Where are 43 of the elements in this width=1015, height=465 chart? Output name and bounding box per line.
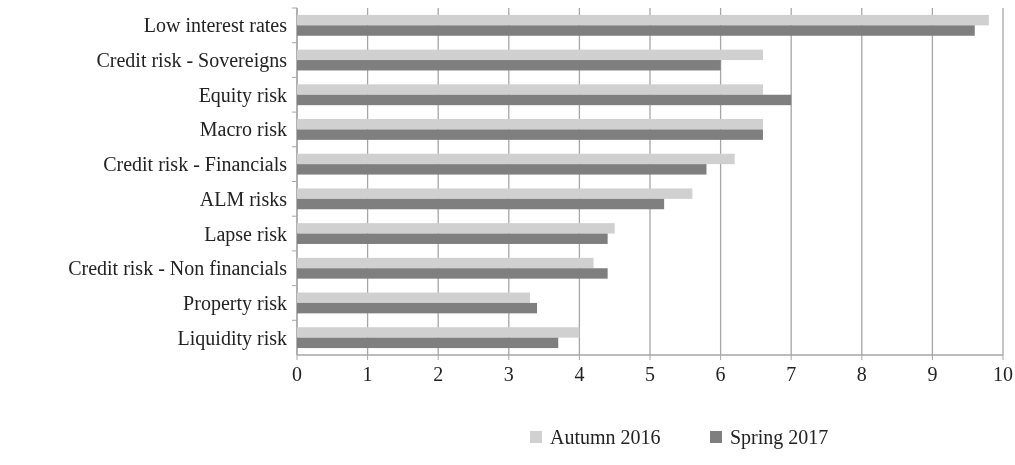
bar: [297, 292, 530, 303]
x-tick-label: 0: [292, 363, 302, 385]
y-tick-label: Credit risk - Non financials: [68, 257, 288, 280]
x-tick-label: 7: [786, 363, 797, 385]
bar: [297, 257, 594, 269]
bar: [297, 14, 989, 26]
bar: [297, 233, 608, 244]
y-tick-label: Low interest rates: [143, 14, 288, 37]
bar: [297, 327, 580, 338]
bar: [297, 49, 763, 61]
x-tick-label: 9: [927, 363, 938, 385]
bar: [297, 268, 608, 279]
bar: [297, 60, 721, 71]
bar: [297, 84, 763, 95]
x-tick-label: 6: [715, 363, 726, 385]
bar: [297, 129, 763, 140]
y-tick-label: Credit risk - Sovereigns: [96, 49, 288, 73]
x-tick-label: 8: [856, 363, 867, 385]
legend-label: Autumn 2016: [550, 426, 661, 448]
bar: [297, 223, 615, 234]
y-tick-label: Lapse risk: [204, 222, 287, 246]
y-tick-label: Liquidity risk: [177, 326, 287, 350]
legend-label: Spring 2017: [730, 426, 829, 449]
x-tick-label: 1: [362, 363, 373, 385]
x-tick-label: 3: [503, 363, 514, 385]
x-tick-label: 10: [993, 363, 1013, 385]
y-tick-label: Macro risk: [199, 118, 287, 141]
bar: [297, 198, 665, 210]
bar: [297, 119, 763, 130]
bar: [297, 94, 792, 106]
x-tick-label: 5: [645, 363, 655, 385]
bar: [297, 302, 538, 314]
y-tick-label: Property risk: [183, 291, 287, 315]
x-tick-label: 2: [433, 363, 444, 385]
bar: [297, 164, 707, 175]
y-tick-label: Credit risk - Financials: [103, 153, 288, 176]
bar: [297, 188, 693, 199]
y-tick-label: Equity risk: [198, 83, 287, 107]
bar: [297, 25, 975, 36]
y-tick-label: ALM risks: [199, 187, 288, 210]
bar: [297, 153, 735, 165]
x-tick-label: 4: [574, 363, 585, 385]
bar: [297, 337, 559, 349]
